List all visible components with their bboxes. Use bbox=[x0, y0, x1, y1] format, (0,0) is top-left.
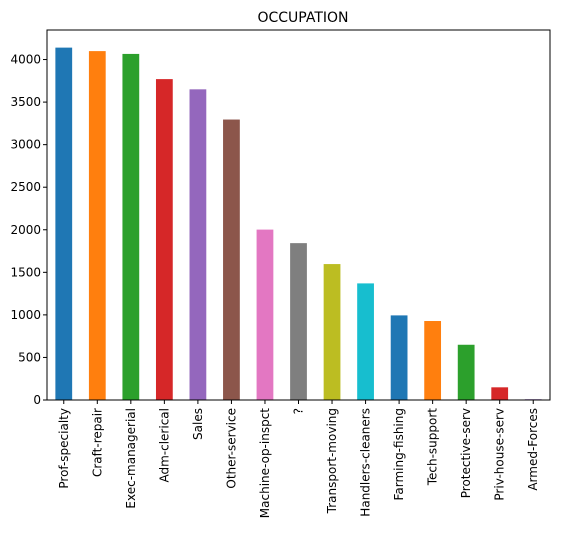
x-tick-label: Armed-Forces bbox=[526, 408, 540, 491]
x-tick-label: Handlers-cleaners bbox=[359, 408, 373, 517]
x-tick-label: ? bbox=[292, 408, 306, 414]
bars-group bbox=[55, 47, 542, 401]
y-tick-label: 3000 bbox=[10, 138, 41, 152]
y-tick-label: 1000 bbox=[10, 308, 41, 322]
bar-handlers-cleaners bbox=[357, 283, 374, 400]
y-tick-label: 0 bbox=[33, 393, 41, 407]
bar-prof-specialty bbox=[55, 47, 73, 401]
bar-adm-clerical bbox=[155, 79, 173, 401]
bar-craft-repair bbox=[88, 51, 106, 401]
y-tick-label: 500 bbox=[18, 350, 41, 364]
bar-protective-serv bbox=[457, 344, 475, 400]
y-tick-label: 2000 bbox=[10, 223, 41, 237]
y-tick-label: 2500 bbox=[10, 180, 41, 194]
plot-frame bbox=[46, 29, 551, 401]
y-axis: 0 500 1000 1500 2000 2500 3000 3500 4000 bbox=[10, 53, 47, 407]
x-axis: Prof-specialty Craft-repair Exec-manageria… bbox=[57, 400, 540, 518]
y-tick-label: 1500 bbox=[10, 265, 41, 279]
bar-sales bbox=[189, 89, 207, 400]
x-tick-label: Sales bbox=[191, 408, 205, 440]
x-tick-label: Other-service bbox=[224, 408, 238, 489]
y-tick-label: 3500 bbox=[10, 95, 41, 109]
bar-transport-moving bbox=[323, 264, 341, 400]
bar-question-mark bbox=[290, 243, 307, 400]
bar-priv-house-serv bbox=[491, 387, 509, 400]
x-tick-label: Tech-support bbox=[426, 408, 440, 487]
x-tick-label: Priv-house-serv bbox=[493, 408, 507, 501]
bar-machine-op-inspct bbox=[256, 229, 274, 400]
bar-farming-fishing bbox=[390, 315, 408, 400]
x-tick-label: Prof-specialty bbox=[57, 408, 71, 489]
y-tick-label: 4000 bbox=[10, 53, 41, 67]
x-tick-label: Craft-repair bbox=[90, 408, 104, 477]
bar-tech-support bbox=[424, 321, 442, 400]
bar-other-service bbox=[223, 119, 240, 400]
x-tick-label: Machine-op-inspct bbox=[258, 408, 272, 518]
x-tick-label: Exec-managerial bbox=[124, 408, 138, 509]
bar-exec-managerial bbox=[122, 53, 140, 401]
x-tick-label: Adm-clerical bbox=[157, 408, 171, 483]
x-tick-label: Farming-fishing bbox=[392, 408, 406, 500]
chart-title: OCCUPATION bbox=[257, 10, 348, 26]
x-tick-label: Transport-moving bbox=[325, 408, 339, 514]
x-tick-label: Protective-serv bbox=[459, 408, 473, 498]
